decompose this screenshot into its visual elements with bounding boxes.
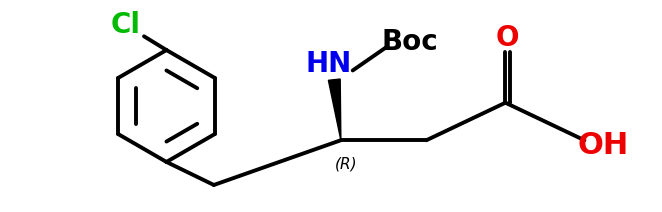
Text: Cl: Cl xyxy=(111,11,140,39)
Polygon shape xyxy=(328,79,341,140)
Text: O: O xyxy=(496,24,519,52)
Text: (R): (R) xyxy=(335,157,357,172)
Text: Boc: Boc xyxy=(381,28,438,56)
Text: HN: HN xyxy=(306,50,352,78)
Text: OH: OH xyxy=(577,131,628,160)
